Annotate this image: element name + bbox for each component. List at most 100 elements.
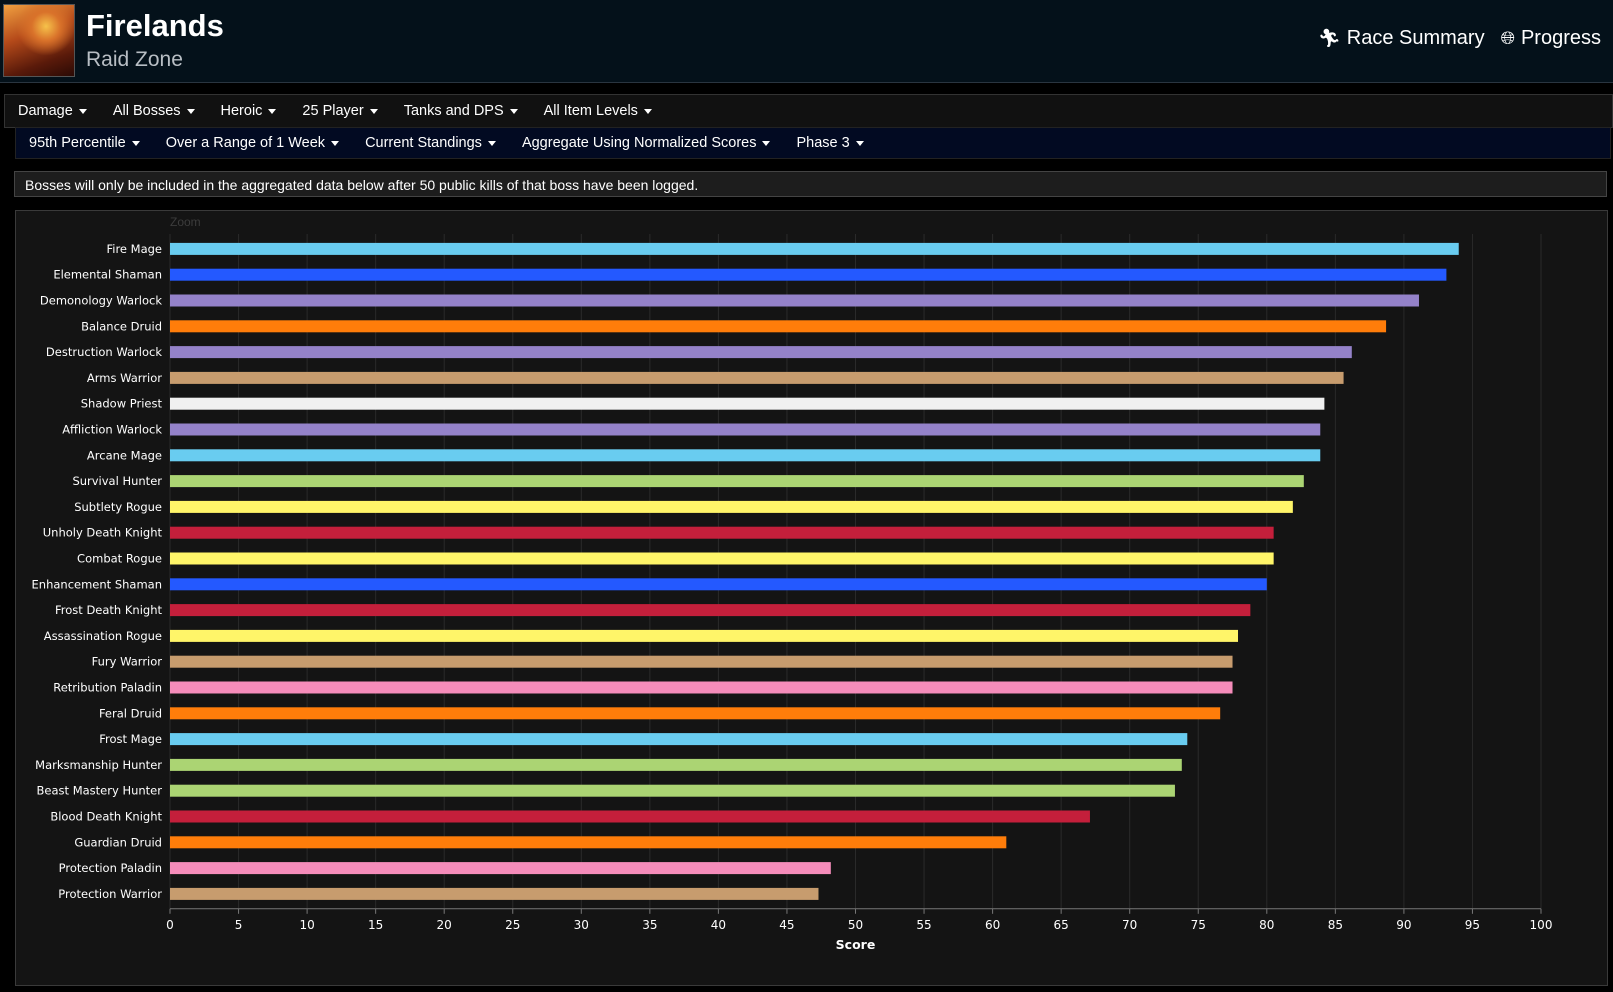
standings-dropdown[interactable]: Current Standings (352, 135, 509, 151)
metric-label: Damage (18, 103, 73, 119)
x-tick-label: 100 (1530, 918, 1553, 932)
phase-dropdown[interactable]: Phase 3 (783, 135, 876, 151)
category-label: Feral Druid (99, 706, 162, 720)
category-label: Protection Warrior (58, 887, 162, 901)
difficulty-label: Heroic (220, 103, 263, 119)
x-tick-label: 75 (1191, 918, 1206, 932)
item-level-label: All Item Levels (543, 103, 638, 119)
category-label: Elemental Shaman (53, 268, 162, 282)
bar[interactable] (170, 397, 1325, 410)
x-tick-label: 60 (985, 918, 1000, 932)
chevron-down-icon (78, 108, 87, 114)
bar[interactable] (170, 681, 1233, 694)
bar[interactable] (170, 629, 1239, 642)
chevron-down-icon (762, 140, 771, 146)
aggregate-dropdown[interactable]: Aggregate Using Normalized Scores (509, 135, 784, 151)
bar[interactable] (170, 526, 1274, 539)
size-dropdown[interactable]: 25 Player (289, 103, 390, 119)
range-dropdown[interactable]: Over a Range of 1 Week (153, 135, 352, 151)
filter-bar-secondary: 95th Percentile Over a Range of 1 Week C… (15, 127, 1611, 159)
category-label: Fire Mage (106, 242, 162, 256)
race-summary-link[interactable]: 🏃︎ Race Summary (1318, 27, 1485, 50)
boss-dropdown[interactable]: All Bosses (100, 103, 208, 119)
bar[interactable] (170, 810, 1090, 823)
category-label: Arms Warrior (87, 371, 162, 385)
x-tick-label: 5 (235, 918, 243, 932)
bar[interactable] (170, 784, 1175, 797)
category-label: Survival Hunter (72, 474, 162, 488)
category-label: Blood Death Knight (50, 810, 162, 824)
bar[interactable] (170, 268, 1447, 281)
category-label: Demonology Warlock (40, 294, 162, 308)
zone-image (3, 4, 75, 77)
x-tick-label: 35 (642, 918, 657, 932)
x-tick-label: 55 (916, 918, 931, 932)
x-tick-label: 50 (848, 918, 863, 932)
bar[interactable] (170, 320, 1387, 333)
category-label: Frost Death Knight (55, 603, 162, 617)
x-tick-label: 70 (1122, 918, 1137, 932)
range-label: Over a Range of 1 Week (165, 135, 326, 151)
x-tick-label: 10 (299, 918, 314, 932)
category-label: Frost Mage (99, 732, 162, 746)
bar[interactable] (170, 887, 819, 900)
category-label: Retribution Paladin (53, 681, 162, 695)
bar[interactable] (170, 604, 1251, 617)
bar[interactable] (170, 733, 1188, 746)
bar[interactable] (170, 655, 1233, 668)
item-level-dropdown[interactable]: All Item Levels (531, 103, 665, 119)
category-label: Protection Paladin (59, 861, 162, 875)
category-label: Subtlety Rogue (74, 500, 162, 514)
category-label: Guardian Druid (74, 835, 162, 849)
boss-label: All Bosses (112, 103, 181, 119)
category-label: Fury Warrior (92, 655, 163, 669)
role-label: Tanks and DPS (403, 103, 504, 119)
chevron-down-icon (331, 140, 340, 146)
filter-bar-primary: Damage All Bosses Heroic 25 Player Tanks… (4, 94, 1613, 128)
difficulty-dropdown[interactable]: Heroic (208, 103, 290, 119)
bar[interactable] (170, 242, 1459, 255)
chevron-down-icon (509, 108, 518, 114)
chevron-down-icon (186, 108, 195, 114)
chevron-down-icon (643, 108, 652, 114)
category-label: Destruction Warlock (46, 345, 162, 359)
x-tick-label: 0 (166, 918, 174, 932)
category-label: Balance Druid (81, 319, 162, 333)
category-label: Shadow Priest (81, 397, 163, 411)
x-tick-label: 80 (1259, 918, 1274, 932)
progress-link[interactable]: 🌐︎ Progress (1501, 27, 1601, 50)
bar[interactable] (170, 758, 1182, 771)
bar[interactable] (170, 294, 1419, 307)
bar[interactable] (170, 423, 1321, 436)
category-label: Beast Mastery Hunter (37, 784, 163, 798)
bar[interactable] (170, 862, 831, 875)
category-label: Arcane Mage (87, 448, 162, 462)
top-nav: 🏃︎ Race Summary 🌐︎ Progress (1318, 27, 1601, 50)
size-label: 25 Player (302, 103, 364, 119)
race-summary-label: Race Summary (1346, 27, 1485, 49)
bar[interactable] (170, 578, 1267, 591)
bar[interactable] (170, 371, 1344, 384)
x-tick-label: 85 (1328, 918, 1343, 932)
bar[interactable] (170, 552, 1274, 565)
category-label: Affliction Warlock (62, 423, 162, 437)
globe-icon: 🌐︎ (1500, 28, 1515, 48)
page-title: Firelands (86, 8, 224, 43)
percentile-dropdown[interactable]: 95th Percentile (16, 135, 153, 151)
progress-label: Progress (1520, 27, 1601, 49)
metric-dropdown[interactable]: Damage (5, 103, 100, 119)
x-tick-label: 65 (1054, 918, 1069, 932)
category-label: Assassination Rogue (44, 629, 162, 643)
bar[interactable] (170, 449, 1321, 462)
role-dropdown[interactable]: Tanks and DPS (391, 103, 531, 119)
bar[interactable] (170, 500, 1293, 513)
bar[interactable] (170, 475, 1304, 488)
standings-label: Current Standings (365, 135, 482, 151)
bar[interactable] (170, 346, 1352, 359)
bar[interactable] (170, 836, 1007, 849)
bar[interactable] (170, 707, 1221, 720)
zoom-label[interactable]: Zoom (170, 215, 201, 229)
x-tick-label: 90 (1396, 918, 1411, 932)
percentile-label: 95th Percentile (29, 135, 126, 151)
aggregate-label: Aggregate Using Normalized Scores (521, 135, 757, 151)
